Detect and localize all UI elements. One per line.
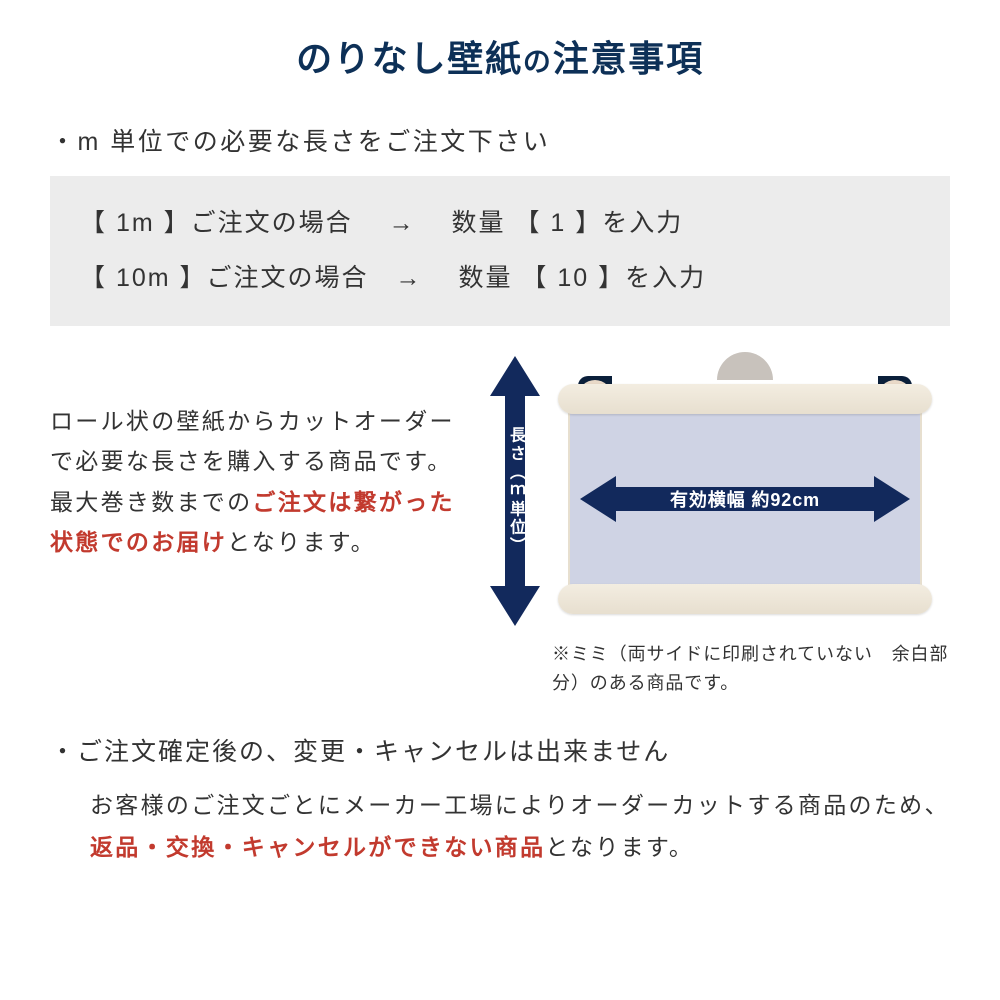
vertical-arrow: 長さ（ｍ単位）	[490, 356, 540, 626]
title-post: 注意事項	[553, 38, 704, 79]
roll-description: ロール状の壁紙からカットオーダーで必要な長さを購入する商品です。最大巻き数までの…	[50, 356, 470, 562]
desc2-text: お客様のご注文ごとにメーカー工場によりオーダーカットする商品のため、	[90, 792, 950, 818]
example-line-1: 【 1m 】ご注文の場合 → 数量 【 1 】を入力	[80, 196, 920, 251]
page-title: のりなし壁紙の注意事項	[50, 30, 950, 82]
title-pre: のりなし壁紙	[296, 38, 523, 79]
no-cancel-description: お客様のご注文ごとにメーカー工場によりオーダーカットする商品のため、返品・交換・…	[50, 784, 950, 869]
desc2-tail: となります。	[545, 834, 694, 860]
bottom-roll	[558, 584, 932, 614]
mid-section: ロール状の壁紙からカットオーダーで必要な長さを購入する商品です。最大巻き数までの…	[50, 356, 950, 698]
v-arrow-label: 長さ（ｍ単位）	[503, 427, 527, 556]
example-box: 【 1m 】ご注文の場合 → 数量 【 1 】を入力 【 10m 】ご注文の場合…	[50, 176, 950, 326]
bullet-no-cancel: ・ご注文確定後の、変更・キャンセルは出来ません	[50, 732, 950, 768]
example-line-2: 【 10m 】ご注文の場合 → 数量 【 10 】を入力	[80, 251, 920, 306]
horizontal-arrow: 有効横幅 約92cm	[580, 476, 910, 522]
h-arrow-label: 有効横幅 約92cm	[670, 486, 820, 512]
person-head	[717, 352, 773, 380]
wallpaper-roll-illustration: 有効横幅 約92cm	[550, 356, 940, 626]
mimi-note: ※ミミ（両サイドに印刷されていない 余白部分）のある商品です。	[490, 640, 950, 698]
diagram: 長さ（ｍ単位） 有効横幅 約92cm	[490, 356, 950, 698]
desc1-tail: となります。	[227, 529, 376, 555]
top-roll	[558, 384, 932, 414]
title-mid: の	[523, 46, 553, 77]
desc2-warning: 返品・交換・キャンセルができない商品	[90, 834, 545, 860]
bullet-unit-order: ・m 単位での必要な長さをご注文下さい	[50, 122, 950, 158]
